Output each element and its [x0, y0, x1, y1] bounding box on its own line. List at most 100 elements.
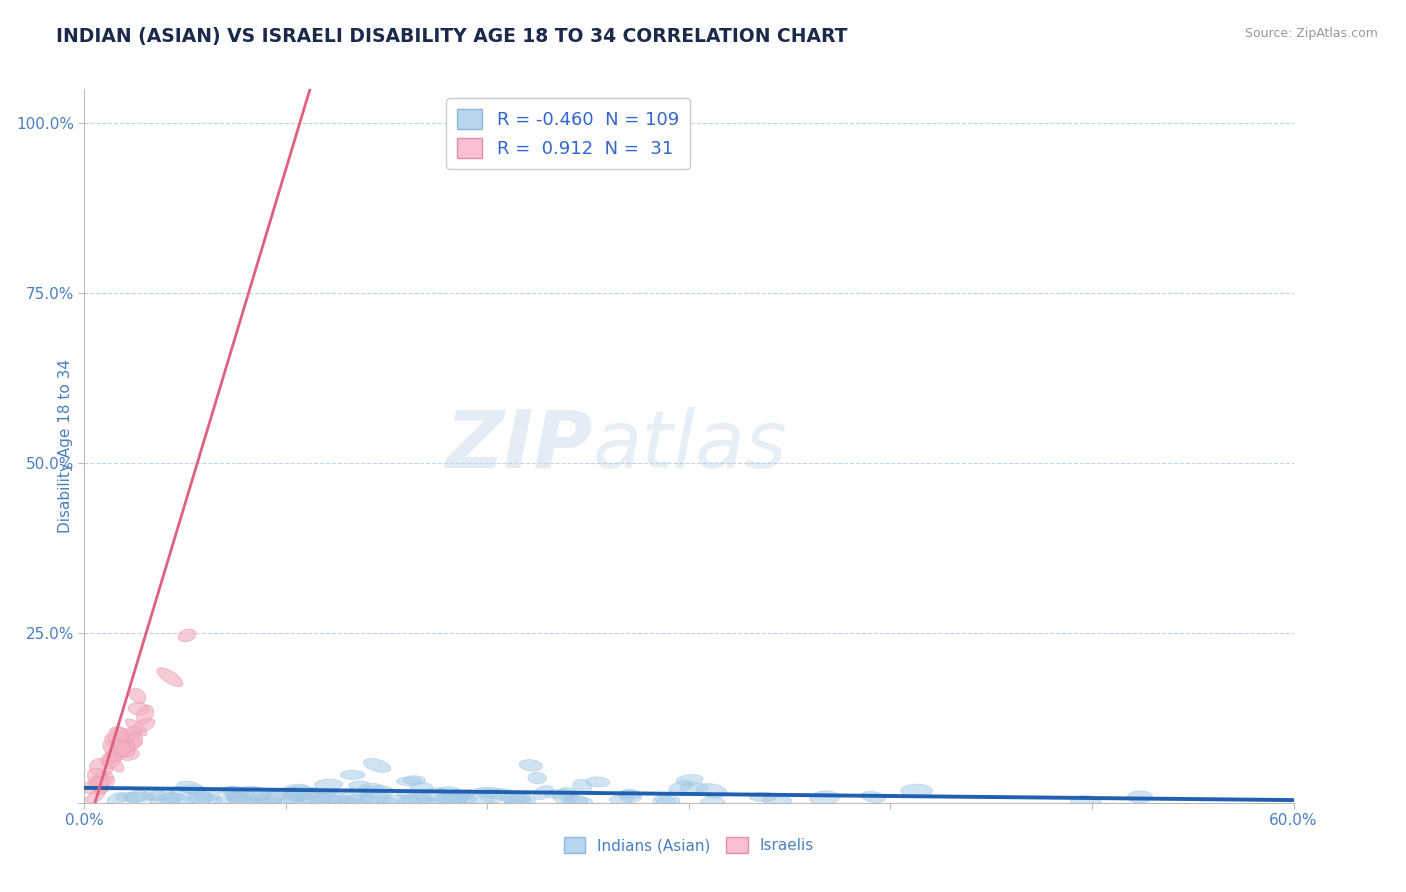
Ellipse shape — [122, 733, 143, 752]
Ellipse shape — [309, 794, 342, 808]
Ellipse shape — [103, 740, 121, 760]
Ellipse shape — [224, 786, 249, 799]
Ellipse shape — [191, 795, 222, 807]
Text: ZIP: ZIP — [444, 407, 592, 485]
Ellipse shape — [409, 792, 432, 807]
Ellipse shape — [560, 788, 579, 801]
Ellipse shape — [117, 741, 135, 754]
Ellipse shape — [860, 791, 886, 803]
Ellipse shape — [284, 790, 302, 804]
Ellipse shape — [1070, 796, 1101, 809]
Ellipse shape — [107, 793, 128, 805]
Ellipse shape — [159, 793, 193, 807]
Ellipse shape — [415, 797, 441, 806]
Ellipse shape — [901, 784, 932, 797]
Ellipse shape — [443, 794, 463, 806]
Ellipse shape — [1128, 791, 1153, 803]
Ellipse shape — [572, 780, 592, 793]
Ellipse shape — [340, 771, 364, 780]
Ellipse shape — [287, 786, 315, 797]
Ellipse shape — [129, 688, 146, 703]
Ellipse shape — [115, 792, 143, 802]
Ellipse shape — [404, 792, 429, 805]
Ellipse shape — [302, 793, 330, 805]
Ellipse shape — [454, 789, 474, 801]
Ellipse shape — [246, 798, 267, 806]
Ellipse shape — [347, 794, 374, 804]
Ellipse shape — [564, 797, 593, 807]
Ellipse shape — [382, 795, 406, 805]
Ellipse shape — [91, 771, 112, 789]
Ellipse shape — [501, 792, 530, 805]
Ellipse shape — [396, 777, 422, 786]
Ellipse shape — [101, 752, 117, 766]
Ellipse shape — [357, 797, 384, 806]
Ellipse shape — [404, 776, 426, 784]
Ellipse shape — [96, 776, 115, 795]
Ellipse shape — [309, 794, 342, 807]
Ellipse shape — [485, 789, 516, 799]
Ellipse shape — [125, 790, 148, 803]
Ellipse shape — [226, 792, 246, 802]
Ellipse shape — [562, 795, 588, 805]
Ellipse shape — [509, 794, 536, 806]
Ellipse shape — [420, 788, 449, 801]
Ellipse shape — [215, 795, 242, 809]
Ellipse shape — [533, 786, 554, 799]
Ellipse shape — [89, 776, 110, 789]
Text: INDIAN (ASIAN) VS ISRAELI DISABILITY AGE 18 TO 34 CORRELATION CHART: INDIAN (ASIAN) VS ISRAELI DISABILITY AGE… — [56, 27, 848, 45]
Ellipse shape — [619, 790, 641, 799]
Ellipse shape — [229, 796, 259, 808]
Ellipse shape — [90, 777, 110, 793]
Ellipse shape — [103, 751, 121, 769]
Ellipse shape — [749, 792, 776, 802]
Ellipse shape — [232, 788, 254, 798]
Ellipse shape — [124, 792, 155, 802]
Ellipse shape — [283, 787, 309, 801]
Ellipse shape — [328, 796, 354, 805]
Ellipse shape — [340, 798, 361, 806]
Ellipse shape — [657, 797, 675, 808]
Ellipse shape — [105, 745, 127, 762]
Ellipse shape — [283, 784, 311, 796]
Ellipse shape — [128, 703, 150, 715]
Ellipse shape — [239, 796, 259, 805]
Ellipse shape — [117, 747, 139, 760]
Ellipse shape — [586, 777, 610, 787]
Ellipse shape — [112, 741, 135, 757]
Ellipse shape — [117, 731, 142, 747]
Ellipse shape — [105, 734, 128, 750]
Ellipse shape — [108, 726, 128, 746]
Ellipse shape — [240, 788, 271, 800]
Ellipse shape — [297, 788, 321, 799]
Ellipse shape — [107, 756, 124, 772]
Ellipse shape — [553, 792, 575, 806]
Ellipse shape — [450, 789, 471, 800]
Ellipse shape — [359, 783, 384, 794]
Ellipse shape — [136, 706, 153, 724]
Ellipse shape — [170, 786, 193, 800]
Ellipse shape — [87, 768, 107, 786]
Ellipse shape — [188, 789, 219, 801]
Ellipse shape — [259, 791, 284, 805]
Ellipse shape — [179, 785, 205, 793]
Ellipse shape — [519, 760, 543, 772]
Ellipse shape — [162, 793, 183, 803]
Ellipse shape — [179, 629, 195, 642]
Ellipse shape — [437, 787, 465, 800]
Ellipse shape — [399, 796, 419, 805]
Ellipse shape — [318, 792, 347, 805]
Ellipse shape — [238, 787, 269, 800]
Ellipse shape — [284, 789, 305, 801]
Ellipse shape — [505, 792, 524, 806]
Ellipse shape — [360, 791, 389, 804]
Ellipse shape — [696, 784, 727, 797]
Ellipse shape — [297, 794, 319, 805]
Ellipse shape — [226, 792, 247, 804]
Ellipse shape — [142, 789, 165, 800]
Ellipse shape — [619, 789, 641, 802]
Ellipse shape — [762, 796, 792, 805]
Ellipse shape — [157, 668, 183, 687]
Ellipse shape — [363, 786, 394, 797]
Text: Source: ZipAtlas.com: Source: ZipAtlas.com — [1244, 27, 1378, 40]
